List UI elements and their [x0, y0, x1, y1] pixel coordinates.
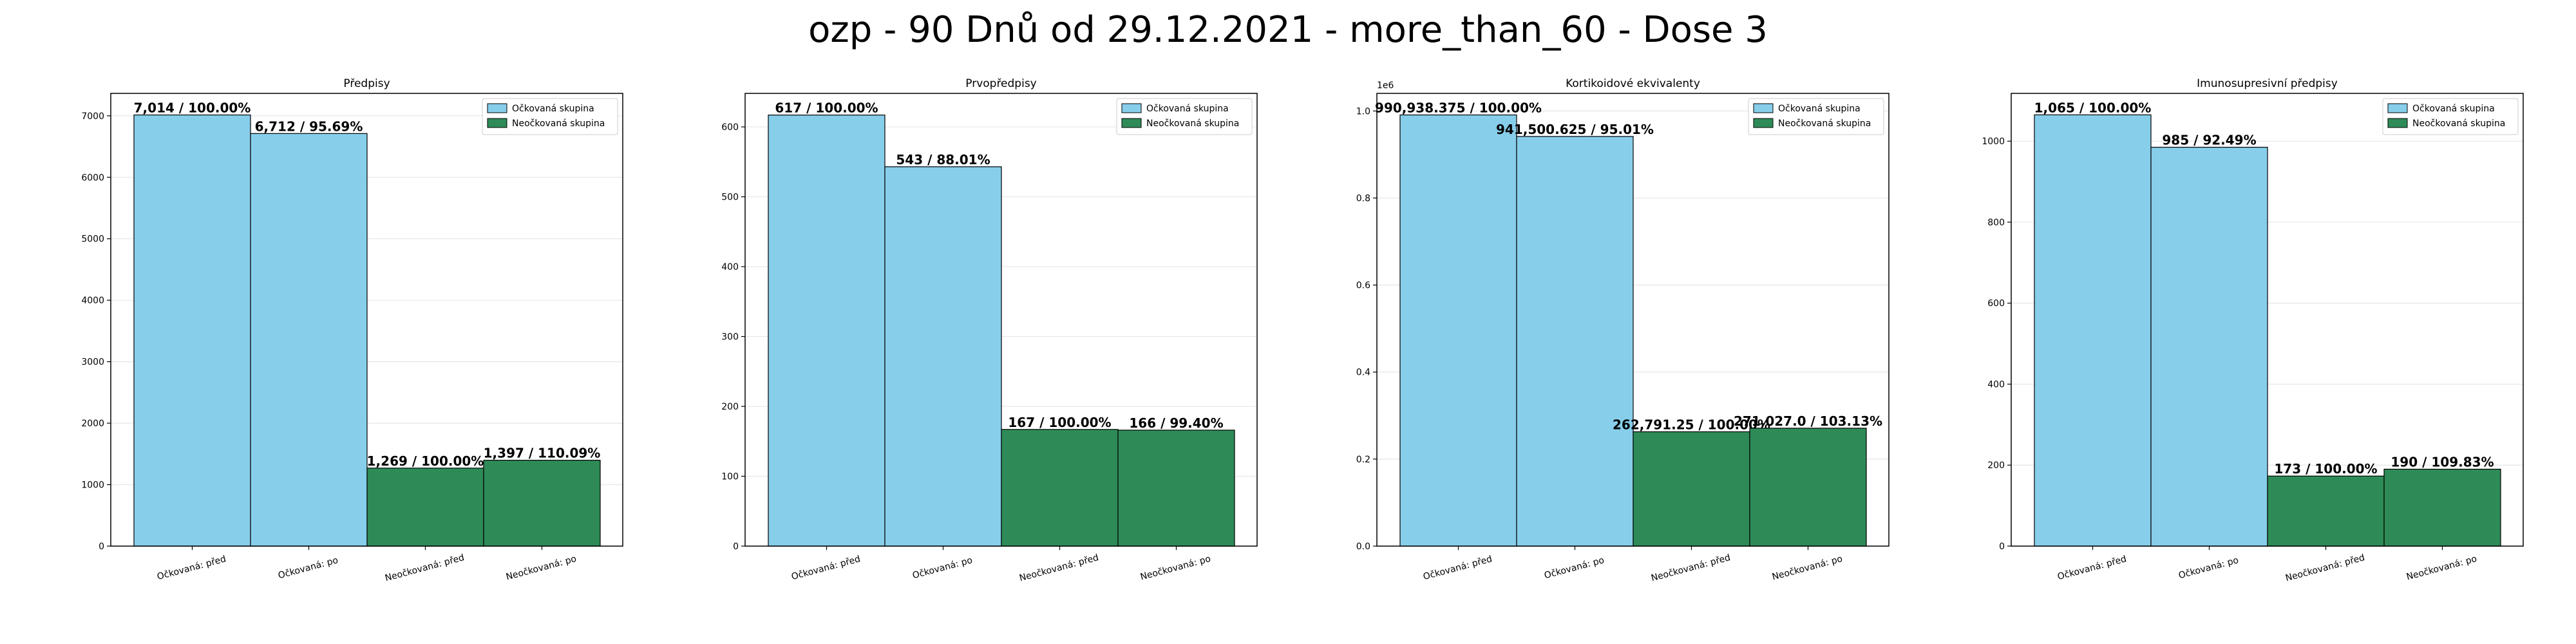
y-tick-label: 800: [1987, 218, 2005, 228]
y-tick-label: 500: [721, 193, 739, 203]
legend-swatch: [2387, 118, 2408, 128]
legend-box: [482, 98, 618, 135]
legend-label: Očkovaná skupina: [2412, 104, 2495, 114]
data-label: 271,027.0 / 103.13%: [1734, 413, 1882, 429]
legend-label: Očkovaná skupina: [1146, 104, 1229, 114]
y-tick-label: 0: [99, 542, 104, 552]
chart-title: Kortikoidové ekvivalenty: [1566, 77, 1700, 90]
data-label: 985 / 92.49%: [2162, 133, 2256, 148]
bar: [2267, 475, 2385, 547]
chart-title: Prvopředpisy: [965, 77, 1037, 90]
y-tick-label: 4000: [81, 296, 104, 306]
data-label: 1,269 / 100.00%: [367, 453, 484, 469]
y-tick-label: 400: [1987, 379, 2005, 390]
bar: [768, 115, 886, 547]
y-tick-label: 1000: [1982, 137, 2005, 147]
legend-swatch: [1121, 103, 1142, 113]
y-tick-label: 600: [721, 122, 739, 133]
bar: [1399, 114, 1517, 547]
data-label: 543 / 88.01%: [896, 152, 990, 167]
legend-swatch: [487, 103, 507, 113]
data-label: 6,712 / 95.69%: [255, 118, 363, 134]
figure-title: ozp - 90 Dnů od 29.12.2021 - more_than_6…: [808, 9, 1768, 51]
legend-label: Neočkovaná skupina: [2412, 118, 2505, 129]
legend-swatch: [1121, 118, 1142, 128]
legend-box: [1748, 98, 1884, 135]
bar: [1001, 429, 1119, 547]
legend-box: [1116, 98, 1253, 135]
y-tick-label: 0.2: [1356, 455, 1370, 465]
bar: [2034, 114, 2152, 547]
legend-swatch: [487, 118, 507, 128]
legend-box: [2382, 98, 2519, 135]
bar: [133, 114, 251, 547]
data-label: 941,500.625 / 95.01%: [1496, 122, 1654, 137]
data-label: 166 / 99.40%: [1129, 415, 1223, 431]
bar: [483, 460, 601, 547]
y-tick-label: 1000: [81, 480, 104, 491]
data-label: 990,938.375 / 100.00%: [1375, 100, 1542, 115]
y-tick-label: 100: [721, 472, 739, 482]
data-label: 1,397 / 110.09%: [484, 446, 601, 461]
bar: [1516, 136, 1634, 547]
x-tick-label: Očkovaná: před: [2056, 554, 2128, 582]
legend-swatch: [1753, 103, 1774, 113]
legend-label: Neočkovaná skupina: [512, 118, 605, 129]
chart-title: Předpisy: [343, 77, 390, 90]
legend-label: Neočkovaná skupina: [1778, 118, 1871, 129]
legend-label: Očkovaná skupina: [512, 104, 594, 114]
axes-frame: [1376, 93, 1889, 547]
y-tick-label: 7000: [81, 111, 104, 122]
y-axis-multiplier: 1e6: [1377, 80, 1394, 91]
data-label: 617 / 100.00%: [775, 100, 878, 116]
x-tick-label: Neočkovaná: po: [2405, 554, 2478, 583]
y-tick-label: 200: [1987, 460, 2005, 471]
bar: [1749, 428, 1867, 547]
y-tick-label: 2000: [81, 419, 104, 429]
bar: [250, 133, 368, 547]
legend-label: Neočkovaná skupina: [1146, 118, 1239, 129]
bar: [2383, 468, 2501, 547]
y-tick-label: 0.8: [1356, 193, 1370, 204]
bar: [1117, 430, 1235, 547]
y-tick-label: 300: [721, 332, 739, 343]
y-tick-label: 0.0: [1356, 542, 1370, 552]
data-label: 1,065 / 100.00%: [2034, 100, 2152, 115]
y-tick-label: 400: [721, 262, 739, 272]
data-label: 7,014 / 100.00%: [134, 100, 251, 116]
legend-swatch: [1753, 118, 1774, 128]
axes-frame: [110, 93, 623, 547]
y-tick-label: 0.4: [1356, 368, 1370, 378]
y-tick-label: 200: [721, 402, 739, 412]
y-tick-label: 0: [1999, 542, 2005, 552]
y-tick-label: 0.6: [1356, 281, 1370, 291]
bar: [1633, 431, 1750, 547]
data-label: 167 / 100.00%: [1008, 415, 1111, 430]
bar: [884, 166, 1002, 547]
x-tick-label: Očkovaná: po: [2177, 555, 2240, 581]
data-label: 173 / 100.00%: [2274, 461, 2377, 477]
y-tick-label: 0: [733, 542, 739, 552]
legend-label: Očkovaná skupina: [1778, 104, 1861, 114]
y-tick-label: 5000: [81, 234, 104, 245]
axes-frame: [2011, 93, 2524, 547]
y-tick-label: 6000: [81, 173, 104, 183]
legend-swatch: [2387, 103, 2408, 113]
y-tick-label: 3000: [81, 357, 104, 368]
axes-frame: [744, 93, 1258, 547]
x-tick-label: Neočkovaná: před: [2284, 553, 2366, 583]
data-label: 190 / 109.83%: [2391, 455, 2494, 470]
y-tick-label: 600: [1987, 299, 2005, 309]
bar: [2150, 147, 2268, 547]
data-label: 262,791.25 / 100.00%: [1613, 417, 1770, 432]
bar: [366, 468, 484, 547]
y-tick-label: 1.0: [1356, 106, 1370, 117]
chart-title: Imunosupresivní předpisy: [2197, 77, 2338, 90]
